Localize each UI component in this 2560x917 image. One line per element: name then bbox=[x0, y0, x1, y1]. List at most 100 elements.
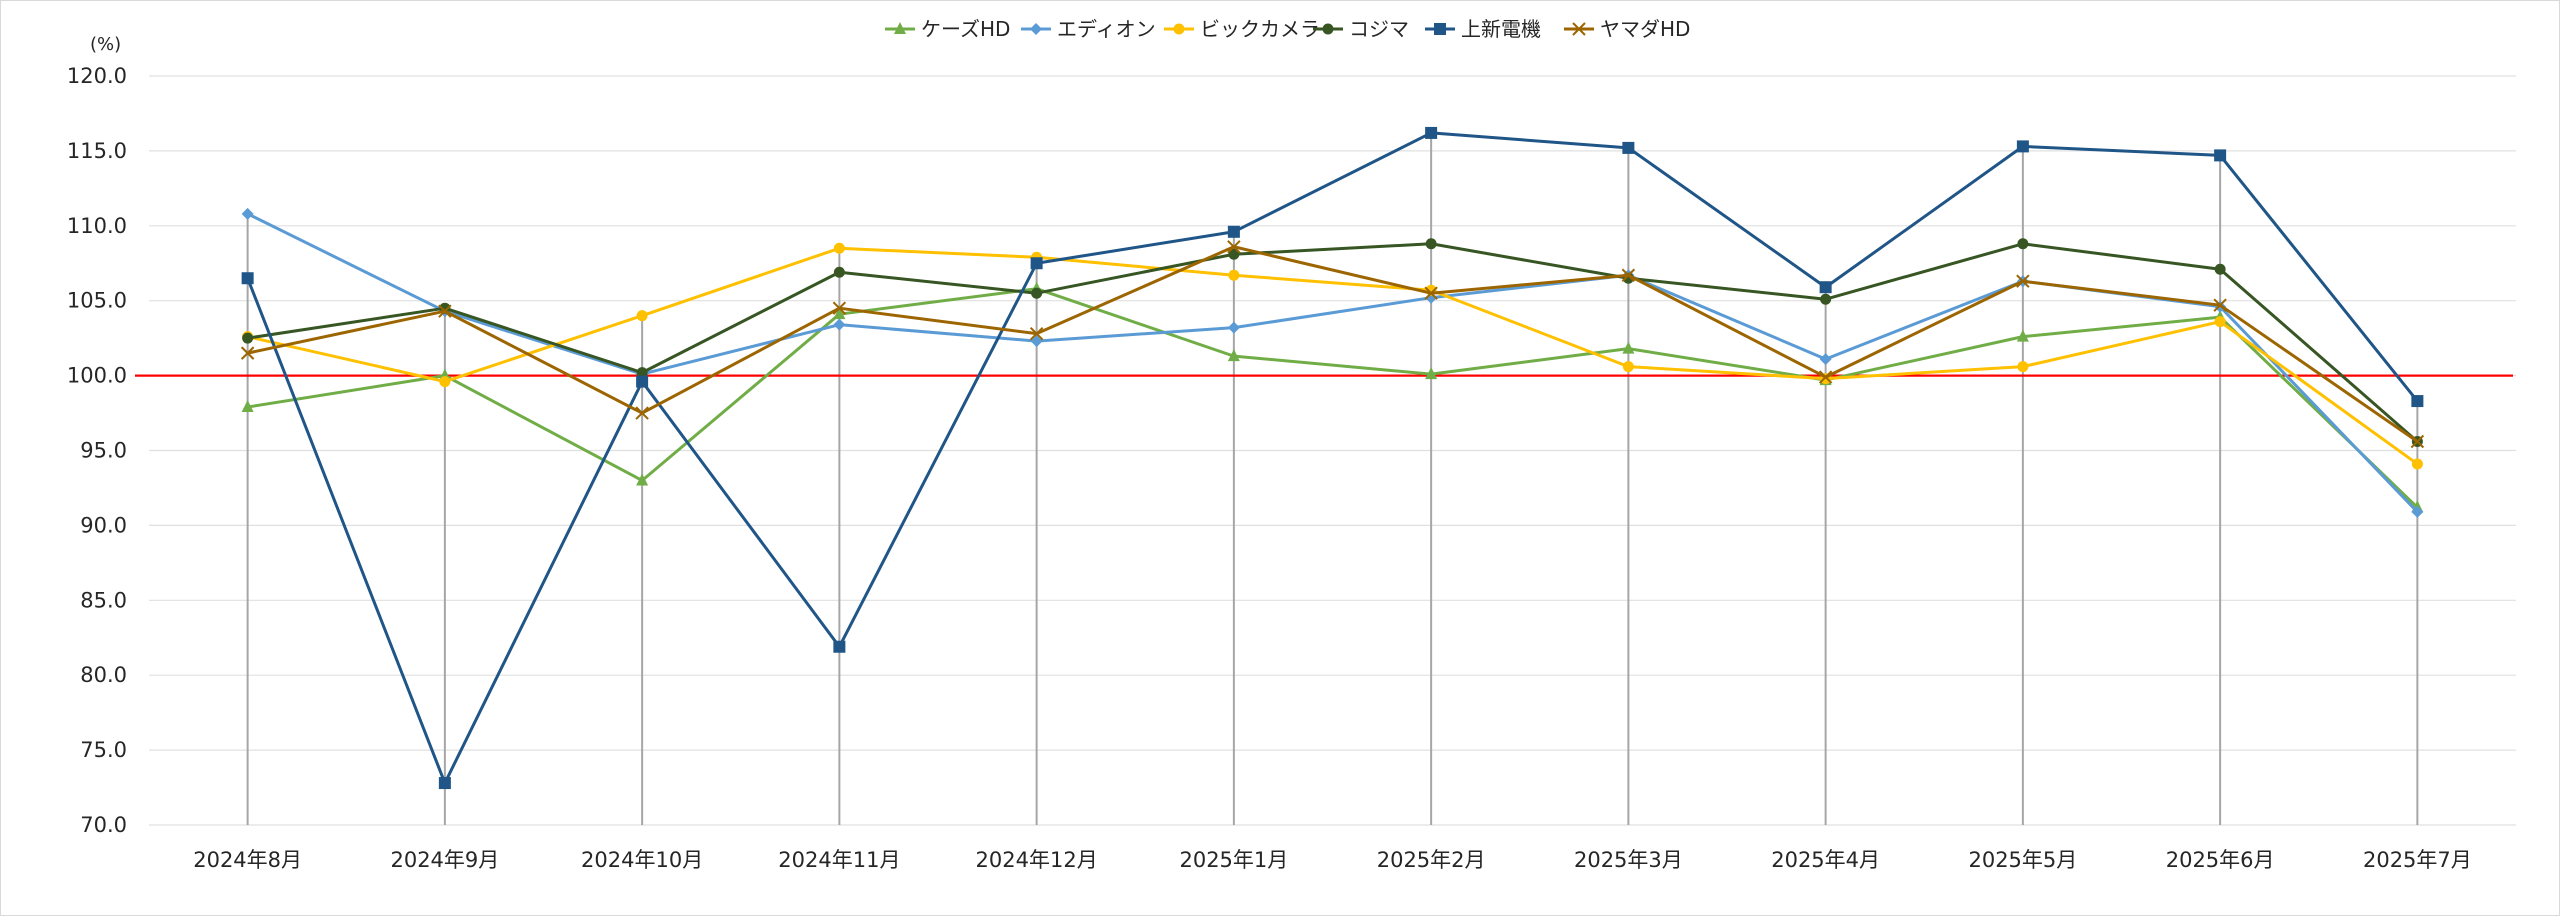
data-point bbox=[636, 367, 648, 379]
legend-label: エディオン bbox=[1057, 17, 1156, 41]
data-point bbox=[832, 301, 847, 315]
x-marker-stroke bbox=[1424, 286, 1438, 300]
data-point bbox=[1030, 257, 1043, 270]
x-marker-stroke bbox=[2213, 298, 2227, 312]
y-tick-label: 80.0 bbox=[80, 663, 127, 687]
x-tick-label: 2025年3月 bbox=[1574, 848, 1683, 872]
data-point bbox=[1820, 293, 1832, 305]
x-tick-label: 2025年1月 bbox=[1179, 848, 1288, 872]
legend-item: 上新電機 bbox=[1425, 17, 1541, 41]
data-point bbox=[833, 307, 846, 320]
x-tick-label: 2025年2月 bbox=[1377, 848, 1486, 872]
data-point bbox=[1029, 326, 1044, 341]
data-point bbox=[242, 332, 254, 344]
x-marker-stroke bbox=[635, 406, 649, 420]
y-tick-label: 100.0 bbox=[67, 364, 127, 388]
data-point bbox=[636, 310, 648, 322]
data-point bbox=[635, 406, 649, 420]
series-line bbox=[247, 245, 2419, 443]
series-1 bbox=[241, 281, 2424, 513]
data-point bbox=[2214, 263, 2226, 275]
x-tick-label: 2024年11月 bbox=[778, 848, 900, 872]
data-point bbox=[2214, 316, 2226, 328]
legend-swatch-marker bbox=[1572, 22, 1586, 36]
y-tick-label: 110.0 bbox=[67, 214, 127, 238]
legend-swatch-marker bbox=[1030, 23, 1042, 35]
x-marker-stroke bbox=[240, 346, 255, 360]
y-tick-label: 85.0 bbox=[80, 588, 127, 612]
data-point bbox=[636, 375, 649, 388]
data-point bbox=[2016, 329, 2029, 342]
series-line bbox=[247, 246, 2419, 466]
data-point bbox=[1622, 141, 1635, 154]
x-tick-label: 2025年4月 bbox=[1771, 848, 1880, 872]
data-point bbox=[1425, 367, 1438, 380]
data-point bbox=[2017, 238, 2029, 250]
data-point bbox=[1819, 353, 1832, 366]
x-tick-label: 2025年7月 bbox=[2363, 848, 2472, 872]
y-tick-label: 90.0 bbox=[80, 513, 127, 537]
data-point bbox=[2411, 505, 2424, 518]
legend-label: ヤマダHD bbox=[1600, 17, 1690, 41]
y-tick-label: 75.0 bbox=[80, 738, 127, 762]
series-line bbox=[246, 131, 2419, 785]
data-point bbox=[241, 400, 254, 413]
x-tick-label: 2024年12月 bbox=[976, 848, 1098, 872]
data-point bbox=[2411, 458, 2423, 470]
data-point bbox=[1819, 281, 1832, 294]
data-point bbox=[1227, 321, 1240, 334]
y-tick-label: 95.0 bbox=[80, 439, 127, 463]
data-point bbox=[833, 640, 846, 653]
y-axis-unit-label: (%) bbox=[90, 34, 121, 55]
data-point bbox=[1621, 268, 1636, 282]
data-point bbox=[833, 266, 845, 278]
data-point bbox=[636, 473, 649, 486]
x-marker-stroke bbox=[1818, 370, 1833, 384]
legend-label: ケーズHD bbox=[921, 17, 1010, 41]
data-point bbox=[1031, 287, 1043, 299]
legend-item: ヤマダHD bbox=[1564, 17, 1690, 41]
data-point bbox=[1425, 238, 1437, 250]
x-tick-label: 2024年8月 bbox=[193, 848, 302, 872]
data-point bbox=[2213, 298, 2227, 312]
data-point bbox=[2017, 361, 2029, 373]
legend-item: ビックカメラ bbox=[1164, 17, 1320, 41]
x-marker-stroke bbox=[2016, 274, 2030, 288]
data-point bbox=[1622, 341, 1635, 354]
data-point bbox=[1227, 349, 1240, 362]
legend: ケーズHD エディオン ビックカメラ コジマ 上新電機 ヤマダHD bbox=[885, 17, 1690, 41]
x-marker-stroke bbox=[1621, 268, 1636, 282]
data-point bbox=[438, 304, 452, 318]
legend-swatch-marker bbox=[894, 22, 906, 34]
x-tick-label: 2024年10月 bbox=[581, 848, 703, 872]
drop-lines bbox=[246, 132, 2419, 825]
legend-item: ケーズHD bbox=[885, 17, 1010, 41]
data-point bbox=[2016, 140, 2029, 153]
data-point bbox=[1227, 240, 1241, 254]
legend-label: ビックカメラ bbox=[1200, 17, 1320, 41]
legend-item: エディオン bbox=[1021, 17, 1156, 41]
x-tick-label: 2024年9月 bbox=[390, 848, 499, 872]
series-line bbox=[247, 287, 2419, 509]
data-point bbox=[1228, 269, 1240, 281]
y-tick-label: 120.0 bbox=[67, 64, 127, 88]
x-tick-label: 2025年5月 bbox=[1968, 848, 2077, 872]
data-point bbox=[240, 346, 255, 360]
data-point bbox=[2016, 274, 2030, 288]
data-point bbox=[1424, 286, 1438, 300]
series-line bbox=[247, 242, 2419, 443]
data-point bbox=[2411, 395, 2424, 408]
data-point bbox=[833, 242, 845, 254]
data-point bbox=[241, 272, 254, 285]
x-marker-stroke bbox=[832, 301, 847, 315]
data-point bbox=[1227, 225, 1240, 238]
x-marker-stroke bbox=[2410, 434, 2425, 449]
data-point bbox=[438, 777, 451, 790]
series-3 bbox=[242, 242, 2423, 470]
x-axis-tick-labels: 2024年8月 2024年9月 2024年10月 2024年11月 2024年12月 20… bbox=[193, 848, 2472, 872]
series-line bbox=[246, 212, 2419, 513]
legend-item: コジマ bbox=[1313, 17, 1409, 41]
legend-swatch-marker bbox=[1434, 23, 1446, 35]
y-tick-label: 105.0 bbox=[67, 289, 127, 313]
